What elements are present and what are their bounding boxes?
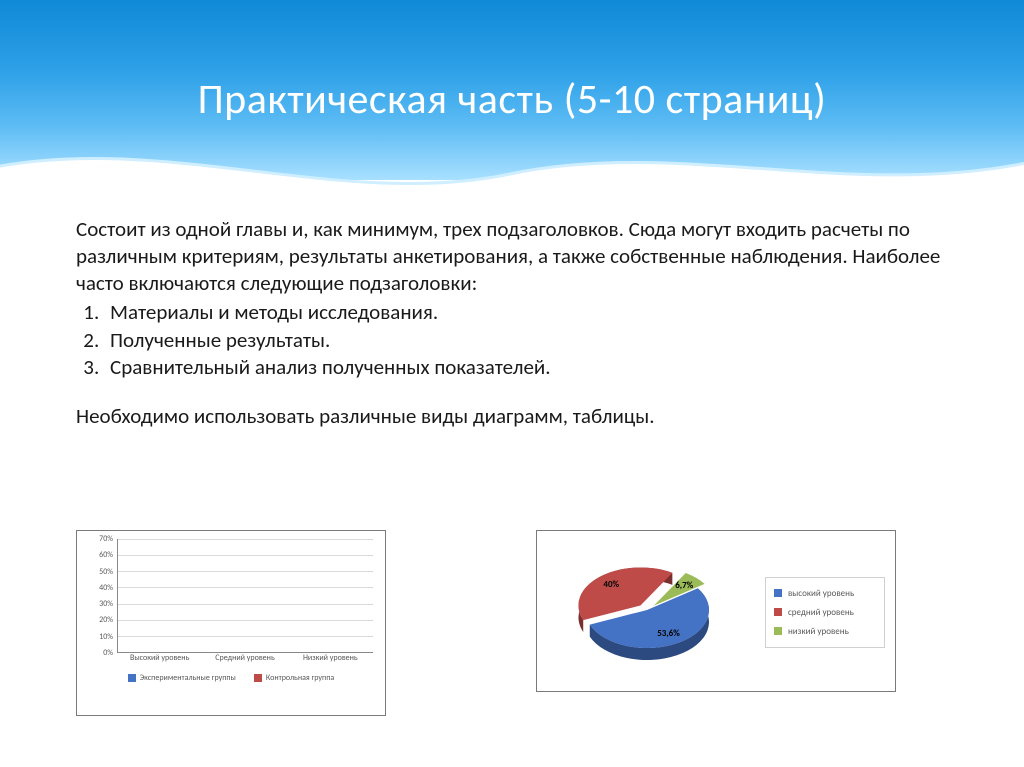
legend-label: средний уровень xyxy=(788,607,854,618)
ytick-label: 20% xyxy=(99,615,113,625)
note-paragraph: Необходимо использовать различные виды д… xyxy=(76,403,948,430)
legend-item: Экспериментальные группы xyxy=(128,673,236,683)
gridline xyxy=(118,636,373,637)
legend-item: Контрольная группа xyxy=(254,673,334,683)
bar-chart-yaxis: 0%10%20%30%40%50%60%70% xyxy=(87,539,117,653)
ytick-label: 50% xyxy=(99,567,113,577)
bar-value-label: 60% xyxy=(220,639,244,649)
legend-label: Экспериментальные группы xyxy=(140,673,236,683)
bar-chart: 0%10%20%30%40%50%60%70% 10%30%60%30%30%4… xyxy=(76,530,386,716)
list-item: Сравнительный анализ полученных показате… xyxy=(104,354,948,381)
bar-value-label: 30% xyxy=(161,639,185,649)
ytick-label: 0% xyxy=(103,648,113,658)
body-text: Состоит из одной главы и, как минимум, т… xyxy=(76,216,948,432)
legend-label: низкий уровень xyxy=(788,626,849,637)
pie-chart-legend: высокий уровень средний уровень низкий уро… xyxy=(765,577,885,648)
ytick-label: 10% xyxy=(99,632,113,642)
legend-swatch xyxy=(128,674,136,682)
pie-slice-label: 6,7% xyxy=(675,580,693,591)
list-item: Полученные результаты. xyxy=(104,327,948,354)
xtick-label: Средний уровень xyxy=(202,653,287,667)
pie-chart: 53,6% 40% 6,7% высокий уровень средний уров… xyxy=(536,530,896,692)
legend-item: низкий уровень xyxy=(774,626,876,637)
legend-swatch xyxy=(774,608,782,616)
bar-value-label: 10% xyxy=(135,639,159,649)
legend-label: высокий уровень xyxy=(788,588,854,599)
gridline xyxy=(118,539,373,540)
gridline xyxy=(118,555,373,556)
ytick-label: 60% xyxy=(99,550,113,560)
xtick-label: Низкий уровень xyxy=(288,653,373,667)
legend-item: средний уровень xyxy=(774,607,876,618)
intro-paragraph: Состоит из одной главы и, как минимум, т… xyxy=(76,216,948,297)
sublist: Материалы и методы исследования. Получен… xyxy=(104,299,948,382)
pie-chart-plot: 53,6% 40% 6,7% xyxy=(547,542,747,682)
gridline xyxy=(118,604,373,605)
wave-decoration xyxy=(0,130,1024,210)
bar-chart-xlabels: Высокий уровеньСредний уровеньНизкий уро… xyxy=(117,653,373,667)
legend-swatch xyxy=(254,674,262,682)
bar-value-label: 30% xyxy=(305,639,329,649)
list-item: Материалы и методы исследования. xyxy=(104,299,948,326)
bar-chart-legend: Экспериментальные группы Контрольная груп… xyxy=(87,673,375,683)
ytick-label: 30% xyxy=(99,599,113,609)
bar-chart-plot: 10%30%60%30%30%40% xyxy=(117,539,373,653)
bar-value-label: 30% xyxy=(246,639,270,649)
charts-row: 0%10%20%30%40%50%60%70% 10%30%60%30%30%4… xyxy=(76,530,948,716)
pie-slice-label: 40% xyxy=(603,579,619,590)
gridline xyxy=(118,620,373,621)
xtick-label: Высокий уровень xyxy=(117,653,202,667)
legend-label: Контрольная группа xyxy=(266,673,334,683)
legend-item: высокий уровень xyxy=(774,588,876,599)
ytick-label: 70% xyxy=(99,534,113,544)
ytick-label: 40% xyxy=(99,583,113,593)
slide: Практическая часть (5-10 страниц) Состои… xyxy=(0,0,1024,767)
legend-swatch xyxy=(774,627,782,635)
slide-title: Практическая часть (5-10 страниц) xyxy=(0,74,1024,125)
bar-chart-area: 0%10%20%30%40%50%60%70% 10%30%60%30%30%4… xyxy=(87,539,375,667)
gridline xyxy=(118,587,373,588)
gridline xyxy=(118,571,373,572)
bar-value-label: 40% xyxy=(331,639,355,649)
pie-slice-label: 53,6% xyxy=(657,628,680,639)
legend-swatch xyxy=(774,589,782,597)
